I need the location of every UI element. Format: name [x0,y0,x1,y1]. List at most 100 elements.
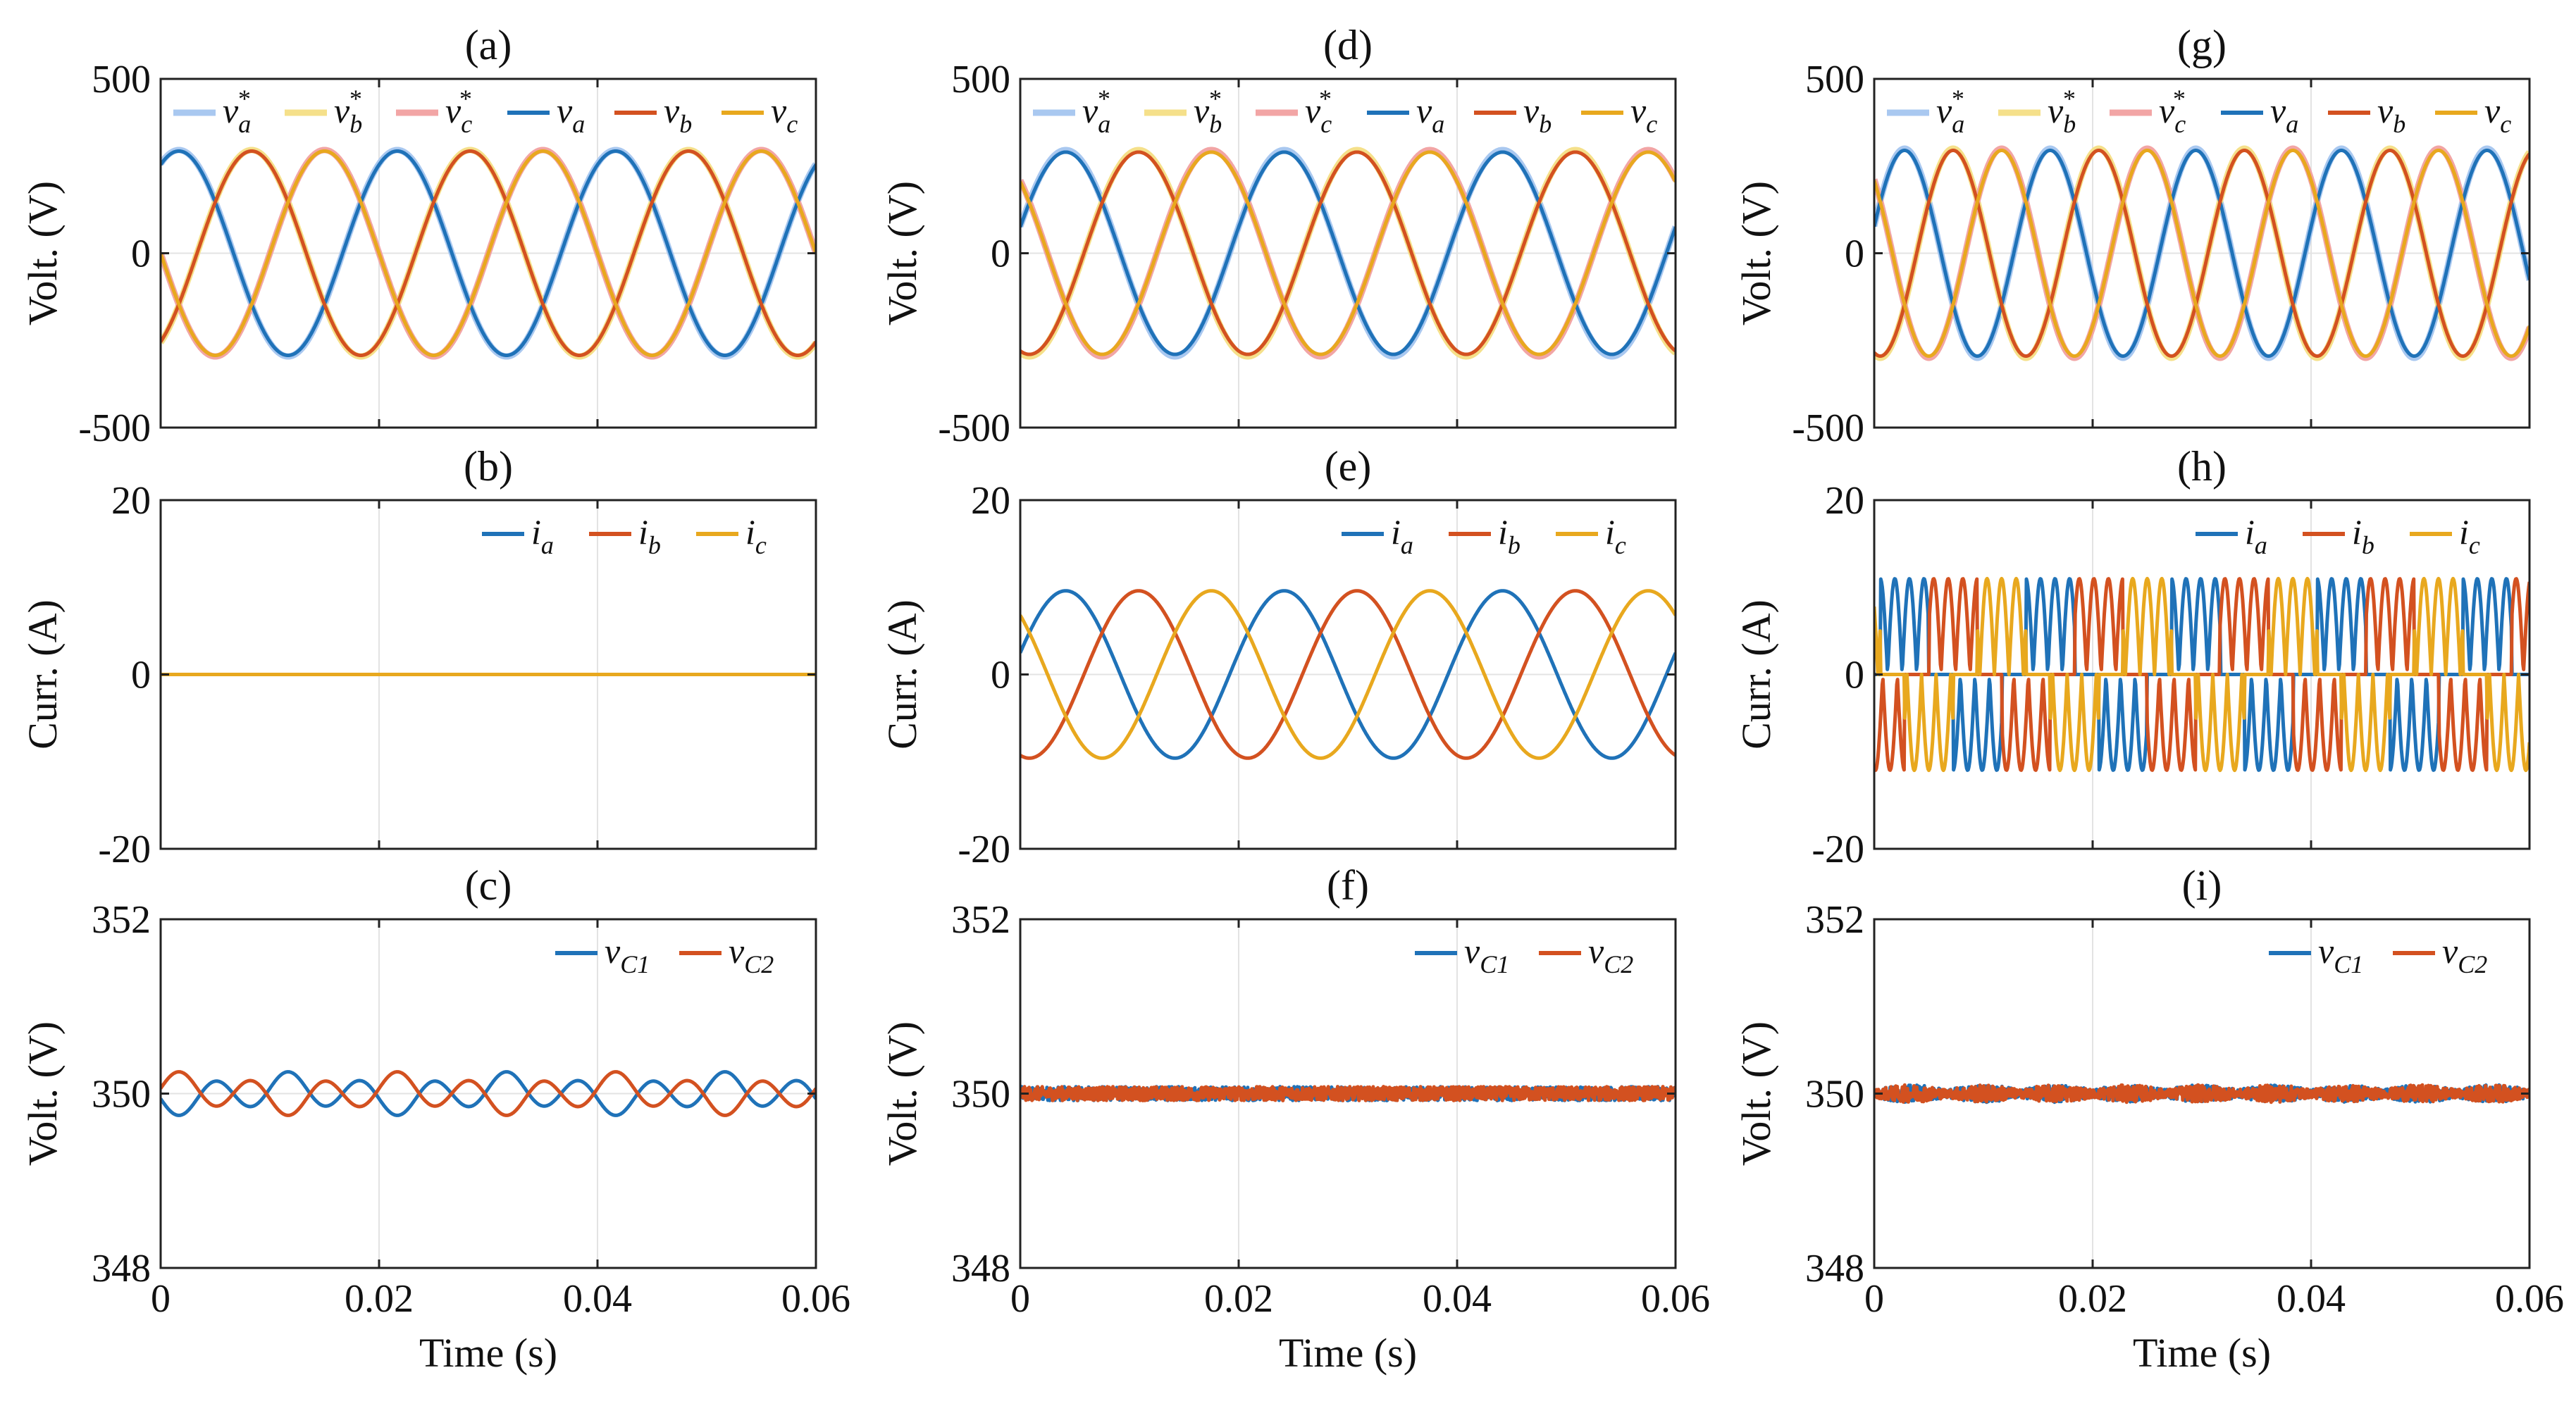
y-tick-label: 20 [971,479,1010,523]
x-axis-label: Time (s) [419,1330,557,1376]
y-tick-label: 500 [951,58,1010,101]
legend-entry: va* [1033,85,1110,138]
series-group [1874,576,2529,773]
legend-entry: vC2 [679,931,774,978]
legend-entry: vC1 [555,931,650,978]
y-tick-label: 0 [991,654,1010,697]
series-v-b [1874,149,2529,358]
y-tick-label: 0 [1845,232,1864,276]
series-v-a [161,149,816,357]
legend-entry: vc* [2110,85,2186,138]
panel-title: (f) [1327,862,1369,909]
series-v-C2 [1874,1083,2529,1105]
legend-label: vc* [2159,85,2186,138]
legend-entry: ia [2196,512,2267,559]
legend-label: ia [1391,512,1413,559]
legend-entry: vc* [1256,85,1332,138]
legend: vC1 vC2 [555,931,774,978]
legend-entry: vc [722,91,798,138]
y-tick-label: 0 [131,654,151,697]
y-tick-label: 500 [92,58,151,101]
legend-entry: va* [173,85,251,138]
x-tick-label: 0.02 [345,1277,414,1321]
legend: va* vb* vc* va vb vc [173,85,798,138]
y-tick-label: 20 [111,479,151,523]
legend-entry: va [2221,91,2298,138]
legend: ia ib ic [1342,512,1626,559]
legend-label: ia [531,512,554,559]
panel-g: 500 0 -500 (g) Volt. (V) va* vb* vc* va vb vc [1733,22,2531,450]
legend-entry: vC1 [2269,931,2363,978]
legend: vC1 vC2 [2269,931,2487,978]
y-tick-label: 350 [951,1073,1010,1116]
legend-label: va* [1936,85,1964,138]
legend: ia ib ic [482,512,767,559]
legend-entry: ib [2303,512,2374,559]
legend-label: vc [771,91,798,138]
legend-label: va* [223,85,251,138]
x-tick-label: 0.04 [563,1277,632,1321]
series-i-b [1874,577,2529,772]
series-v-a [1874,149,2529,358]
legend-entry: vC1 [1415,931,1509,978]
legend-entry: vb [614,91,692,138]
legend-label: vc [1630,91,1657,138]
y-tick-label: 352 [1805,898,1864,942]
x-tick-label: 0.04 [1423,1277,1492,1321]
y-tick-label: 350 [92,1073,151,1116]
legend-label: va [1416,91,1444,138]
y-tick-label: -20 [1812,828,1864,871]
y-tick-label: 352 [951,898,1010,942]
series-group [1874,1083,2529,1105]
series-v-c [161,149,816,357]
legend: va* vb* vc* va vb vc [1887,85,2511,138]
panel-b: 20 0 -20 (b) Curr. (A) ia ib ic [20,443,817,871]
series-i-a [1874,577,2529,772]
legend-label: vb* [334,85,362,138]
legend-label: ib [2352,512,2374,559]
panel-title: (a) [465,22,512,68]
legend-entry: vc [2435,91,2511,138]
legend-entry: ic [696,512,767,559]
x-tick-label: 0.02 [2058,1277,2127,1321]
panel-a: 500 0 -500 (a) Volt. (V) va* vb* vc* va vb vc [20,22,817,450]
series-v-C1 [161,1070,816,1117]
legend-entry: vC2 [2393,931,2487,978]
x-tick-label: 0.02 [1204,1277,1273,1321]
legend: vC1 vC2 [1415,931,1633,978]
y-axis-label: Volt. (V) [879,1021,925,1166]
x-tick-label: 0 [151,1277,171,1321]
y-tick-label: -500 [938,406,1010,450]
legend-label: vb* [1194,85,1222,138]
legend-entry: va [1367,91,1444,138]
y-axis-label: Volt. (V) [879,181,925,325]
legend-entry: vc [1581,91,1657,138]
legend-label: va [2270,91,2298,138]
y-tick-label: 0 [991,232,1010,276]
series-v-a [1020,150,1676,356]
legend-label: vC1 [2318,931,2363,978]
series-group [1020,589,1676,760]
legend-label: ia [2245,512,2267,559]
y-tick-label: 20 [1825,479,1864,523]
panel-e: 20 0 -20 (e) Curr. (A) ia ib ic [879,443,1677,871]
panel-title: (i) [2182,862,2222,909]
legend-label: va* [1082,85,1110,138]
panel-title: (b) [464,443,513,490]
y-tick-label: -20 [958,828,1010,871]
series-i-b [1020,589,1676,760]
legend-entry: vb* [285,85,362,138]
legend-label: vC1 [605,931,650,978]
legend-label: vb [2377,91,2405,138]
y-axis-label: Curr. (A) [1733,599,1779,749]
series-v-b [1020,150,1676,356]
panel-title: (h) [2177,443,2227,490]
x-tick-label: 0.04 [2277,1277,2346,1321]
y-tick-label: 500 [1805,58,1864,101]
y-tick-label: 348 [1805,1247,1864,1290]
legend-label: ic [2459,512,2480,559]
y-tick-label: 0 [131,232,151,276]
